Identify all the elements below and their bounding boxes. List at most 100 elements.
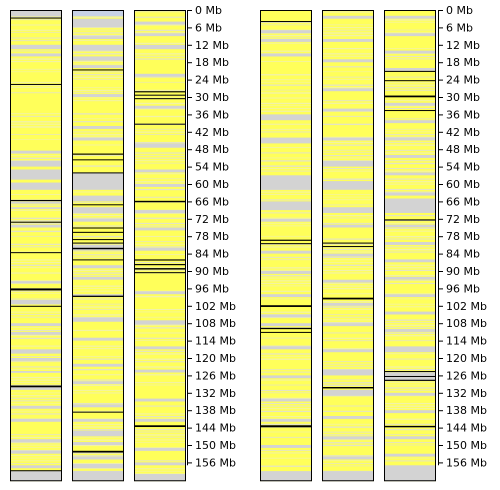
texture-stripe	[134, 413, 186, 415]
texture-stripe	[72, 374, 124, 376]
texture-stripe	[384, 264, 436, 266]
gap-band	[384, 465, 436, 482]
y-tick-label-right: 0 Mb	[446, 4, 473, 17]
chromosome-track-1	[10, 10, 62, 482]
gap-band	[72, 442, 124, 445]
gap-band	[384, 102, 436, 106]
texture-stripe	[134, 405, 186, 407]
texture-stripe	[134, 212, 186, 214]
texture-stripe	[322, 282, 374, 284]
marker-line	[134, 123, 186, 125]
texture-stripe	[384, 353, 436, 355]
gap-band	[72, 137, 124, 141]
texture-stripe	[260, 74, 312, 76]
gap-band	[260, 218, 312, 222]
texture-stripe	[134, 115, 186, 118]
gap-band	[72, 265, 124, 269]
texture-stripe	[384, 332, 436, 334]
marker-line	[10, 305, 62, 307]
texture-stripe	[260, 131, 312, 133]
texture-stripe	[384, 108, 436, 110]
texture-stripe	[10, 246, 62, 248]
texture-stripe	[260, 353, 312, 355]
marker-line	[260, 21, 312, 23]
texture-stripe	[134, 55, 186, 57]
texture-stripe	[134, 442, 186, 443]
texture-stripe	[10, 61, 62, 63]
texture-stripe	[322, 439, 374, 441]
texture-stripe	[72, 235, 124, 238]
texture-stripe	[322, 87, 374, 89]
texture-stripe	[72, 285, 124, 287]
marker-line	[384, 375, 436, 377]
texture-stripe	[134, 366, 186, 368]
marker-line	[10, 470, 62, 472]
texture-stripe	[10, 282, 62, 284]
track-base	[384, 10, 436, 482]
texture-stripe	[384, 168, 436, 170]
gap-band	[72, 94, 124, 97]
texture-stripe	[322, 256, 374, 258]
texture-stripe	[260, 225, 312, 227]
texture-stripe	[10, 199, 62, 201]
texture-stripe	[322, 29, 374, 31]
gap-band	[72, 218, 124, 222]
texture-stripe	[72, 121, 124, 123]
y-tick-label-right: 78 Mb	[446, 230, 480, 243]
gap-band	[10, 44, 62, 50]
texture-stripe	[134, 225, 186, 227]
texture-stripe	[322, 251, 374, 253]
marker-line	[10, 83, 62, 85]
texture-stripe	[384, 434, 436, 435]
texture-stripe	[322, 322, 374, 324]
y-tick-label: 6 Mb	[195, 21, 222, 34]
texture-stripe	[322, 149, 374, 151]
texture-stripe	[10, 16, 62, 18]
texture-stripe	[72, 384, 124, 386]
texture-stripe	[384, 460, 436, 462]
marker-line	[72, 239, 124, 241]
texture-stripe	[322, 55, 374, 57]
texture-stripe	[384, 275, 436, 277]
texture-stripe	[322, 363, 374, 365]
gap-band	[10, 450, 62, 454]
texture-stripe	[134, 269, 186, 271]
gap-band	[322, 88, 374, 92]
texture-stripe	[384, 248, 436, 251]
texture-stripe	[384, 58, 436, 60]
gap-band	[134, 291, 186, 295]
y-tick-label-right: 24 Mb	[446, 74, 480, 87]
texture-stripe	[384, 298, 436, 300]
y-tick-label-right: 138 Mb	[446, 404, 487, 417]
texture-stripe	[322, 53, 374, 55]
gap-band	[322, 436, 374, 440]
texture-stripe	[260, 92, 312, 94]
texture-stripe	[10, 316, 62, 318]
texture-stripe	[10, 460, 62, 462]
y-tick-label: 96 Mb	[195, 282, 229, 295]
texture-stripe	[134, 173, 186, 175]
texture-stripe	[134, 470, 186, 472]
texture-stripe	[384, 178, 436, 180]
texture-stripe	[72, 134, 124, 136]
y-tick-label: 132 Mb	[195, 387, 236, 400]
texture-stripe	[260, 277, 312, 279]
marker-line	[134, 264, 186, 266]
texture-stripe	[322, 293, 374, 295]
texture-stripe	[10, 50, 62, 52]
y-tick-label: 12 Mb	[195, 39, 229, 52]
texture-stripe	[72, 345, 124, 347]
gap-band	[384, 294, 436, 298]
texture-stripe	[322, 217, 374, 219]
chromosome-track-4	[260, 10, 312, 482]
texture-stripe	[260, 37, 312, 39]
texture-stripe	[260, 267, 312, 269]
texture-stripe	[322, 215, 374, 217]
y-tick-label: 90 Mb	[195, 265, 229, 278]
gap-band	[10, 358, 62, 361]
texture-stripe	[72, 225, 124, 227]
texture-stripe	[10, 457, 62, 459]
texture-stripe	[72, 113, 124, 115]
texture-stripe	[72, 32, 124, 34]
texture-stripe	[10, 155, 62, 156]
